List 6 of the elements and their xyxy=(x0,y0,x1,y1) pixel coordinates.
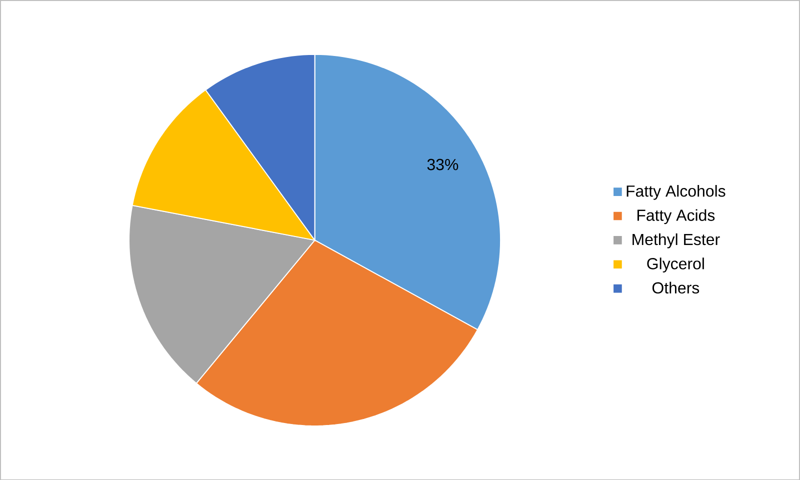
legend-label: Methyl Ester xyxy=(632,233,720,248)
legend-label: Glycerol xyxy=(647,257,704,272)
legend-label: Others xyxy=(652,282,700,294)
legend-label: Fatty Acids xyxy=(637,209,715,224)
data-label: 33% xyxy=(427,158,458,170)
legend-label: Fatty Alcohols xyxy=(626,184,726,200)
